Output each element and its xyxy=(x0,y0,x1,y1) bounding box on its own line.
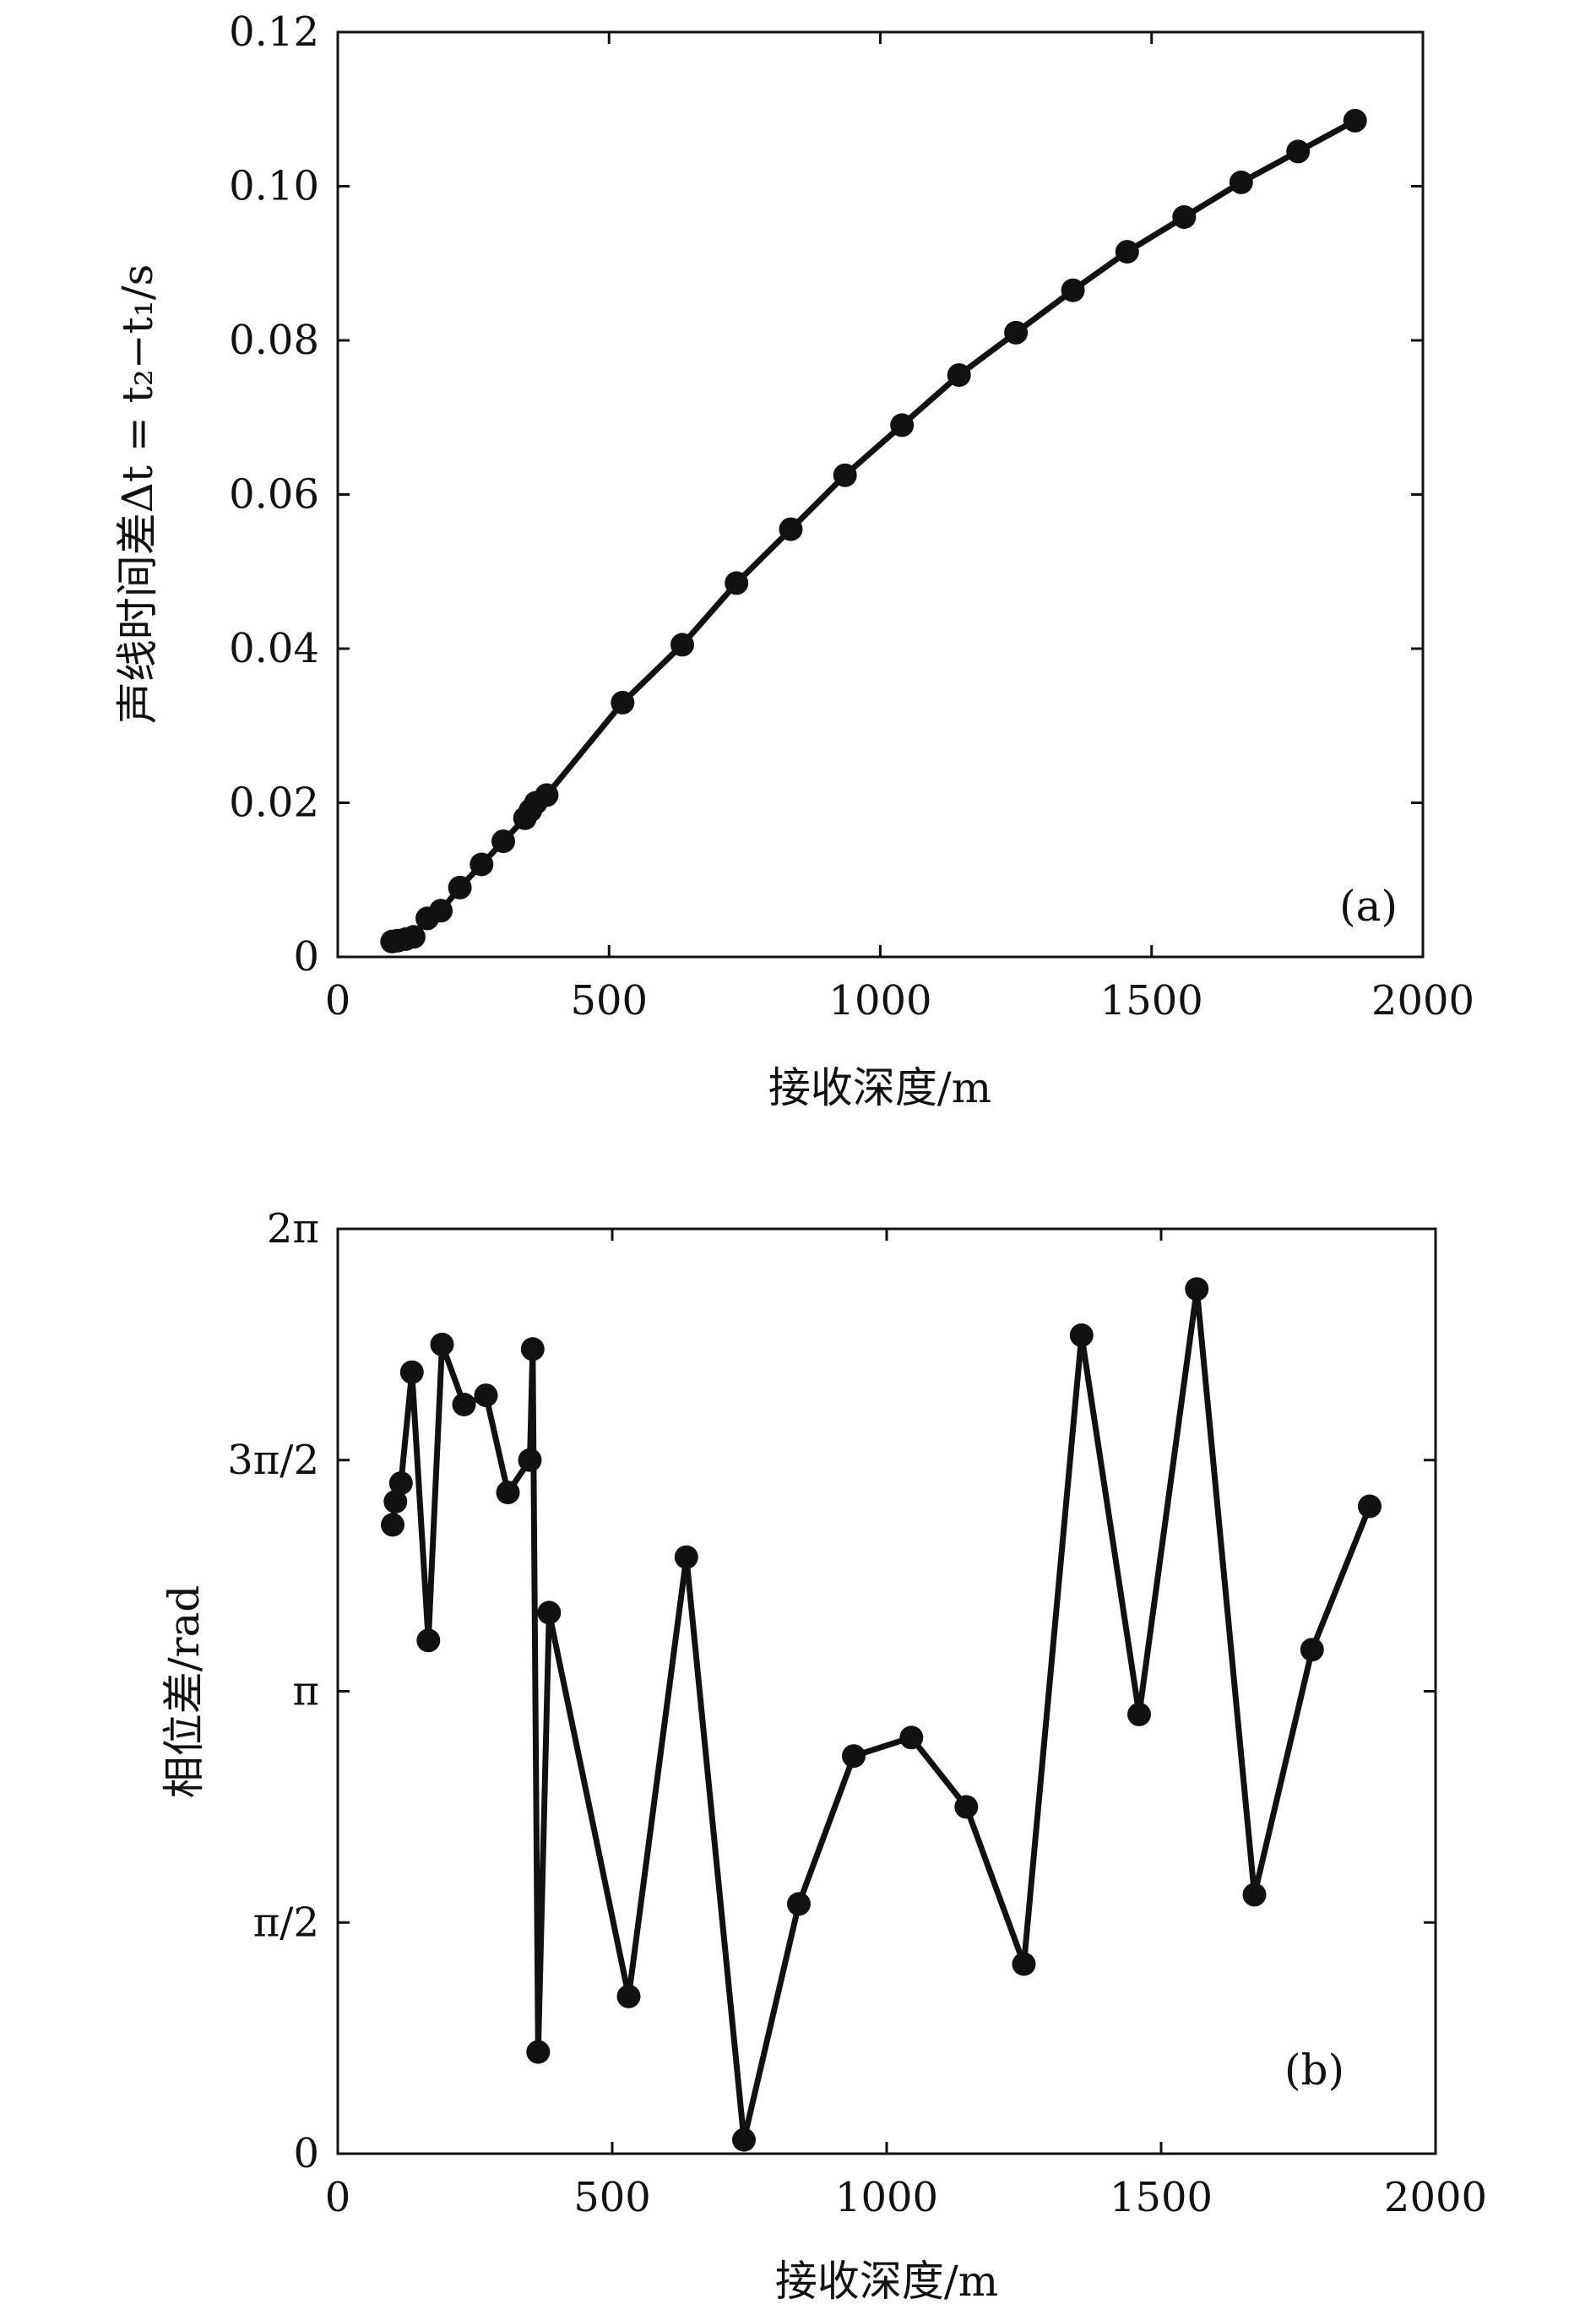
data-point-b xyxy=(526,2040,551,2064)
data-point-b xyxy=(452,1393,476,1416)
chart-panel-b: 0 500 1000 1500 2000 0 π/2 π 3π/2 2π (b) 接收深度/m 相… xyxy=(160,1205,1487,2306)
y-axis-title-b: 相位差/rad xyxy=(160,1585,209,1799)
x-axis-title-b: 接收深度/m xyxy=(775,2257,998,2306)
data-point-b xyxy=(954,1795,979,1819)
data-point-a xyxy=(1172,205,1197,229)
data-point-b xyxy=(674,1545,698,1569)
data-point-b xyxy=(381,1513,404,1537)
y-tick-label: 0.02 xyxy=(229,780,319,827)
panel-label-a: (a) xyxy=(1339,882,1398,931)
x-tick-label: 500 xyxy=(573,2174,651,2221)
data-point-b xyxy=(787,1892,811,1916)
data-point-a xyxy=(779,517,803,541)
data-point-b xyxy=(616,1984,641,2008)
series-b xyxy=(381,1277,1382,2152)
data-point-b xyxy=(1069,1323,1094,1347)
data-point-a xyxy=(491,829,515,854)
data-point-a xyxy=(1343,108,1367,133)
y-axis-title-a: 声线时间差Δt = t₂−t₁/s xyxy=(113,264,162,725)
data-point-b xyxy=(496,1481,520,1505)
data-point-a xyxy=(725,571,749,595)
data-point-b xyxy=(899,1725,924,1750)
y-tick-label: 0.04 xyxy=(229,625,319,672)
data-point-b xyxy=(1127,1702,1151,1726)
series-a xyxy=(380,108,1367,954)
data-point-a xyxy=(429,899,453,923)
data-point-b xyxy=(383,1490,408,1513)
plot-frame-b xyxy=(336,1227,1437,2155)
data-point-a xyxy=(611,690,635,715)
data-point-b xyxy=(1012,1952,1036,1976)
data-point-b xyxy=(537,1600,562,1625)
y-tick-label: 0.10 xyxy=(229,163,319,210)
panel-label-b: (b) xyxy=(1284,2046,1344,2095)
x-tick-label: 0 xyxy=(325,2174,351,2221)
ticks-b: 0 500 1000 1500 2000 0 π/2 π 3π/2 2π xyxy=(227,1205,1487,2221)
data-point-a xyxy=(470,852,494,877)
data-point-a xyxy=(670,633,694,657)
x-tick-label: 500 xyxy=(570,977,648,1024)
data-point-b xyxy=(520,1337,545,1361)
data-point-b xyxy=(518,1448,542,1472)
ticks-a: 0 500 1000 1500 2000 0 0.02 0.04 0.06 0.08 0.10 0.1… xyxy=(229,8,1474,1024)
data-point-a xyxy=(1229,170,1253,194)
data-point-a xyxy=(890,413,915,437)
data-point-b xyxy=(430,1332,454,1356)
y-tick-label: 0.12 xyxy=(229,8,319,56)
y-tick-label: 0 xyxy=(293,933,319,981)
data-point-b xyxy=(1358,1494,1382,1519)
data-point-a xyxy=(535,783,559,807)
data-point-b xyxy=(1242,1883,1267,1907)
y-tick-label: 0.06 xyxy=(229,471,319,519)
x-tick-label: 2000 xyxy=(1384,2174,1487,2221)
x-tick-label: 1000 xyxy=(828,977,931,1024)
x-tick-label: 1500 xyxy=(1100,977,1203,1024)
data-point-b xyxy=(842,1744,866,1769)
y-tick-label: 2π xyxy=(267,1205,319,1253)
data-point-a xyxy=(1004,320,1029,345)
y-tick-label: 0 xyxy=(293,2130,319,2177)
data-point-a xyxy=(947,363,971,388)
chart-panel-a: 0 500 1000 1500 2000 0 0.02 0.04 0.06 0.08 0.10 0.1… xyxy=(113,8,1474,1112)
data-point-a xyxy=(448,875,472,899)
data-point-a xyxy=(1115,240,1139,264)
data-point-b xyxy=(1185,1277,1209,1302)
x-tick-label: 2000 xyxy=(1371,977,1474,1024)
data-point-b xyxy=(416,1628,441,1653)
data-point-b xyxy=(732,2128,756,2152)
y-tick-label: π/2 xyxy=(253,1899,319,1946)
y-tick-label: 0.08 xyxy=(229,317,319,364)
data-point-b xyxy=(399,1360,424,1384)
data-point-a xyxy=(401,925,426,949)
data-point-b xyxy=(388,1471,413,1496)
series-line-b xyxy=(389,1285,1373,2144)
x-tick-label: 1000 xyxy=(835,2174,938,2221)
data-point-a xyxy=(1061,278,1085,302)
y-tick-label: π xyxy=(292,1668,319,1715)
x-axis-title-a: 接收深度/m xyxy=(768,1063,991,1112)
data-point-a xyxy=(1286,139,1311,164)
data-point-b xyxy=(1300,1638,1324,1662)
x-tick-label: 1500 xyxy=(1110,2174,1213,2221)
data-point-a xyxy=(833,463,857,487)
data-point-b xyxy=(474,1383,498,1408)
y-tick-label: 3π/2 xyxy=(227,1437,319,1484)
x-tick-label: 0 xyxy=(325,977,351,1024)
